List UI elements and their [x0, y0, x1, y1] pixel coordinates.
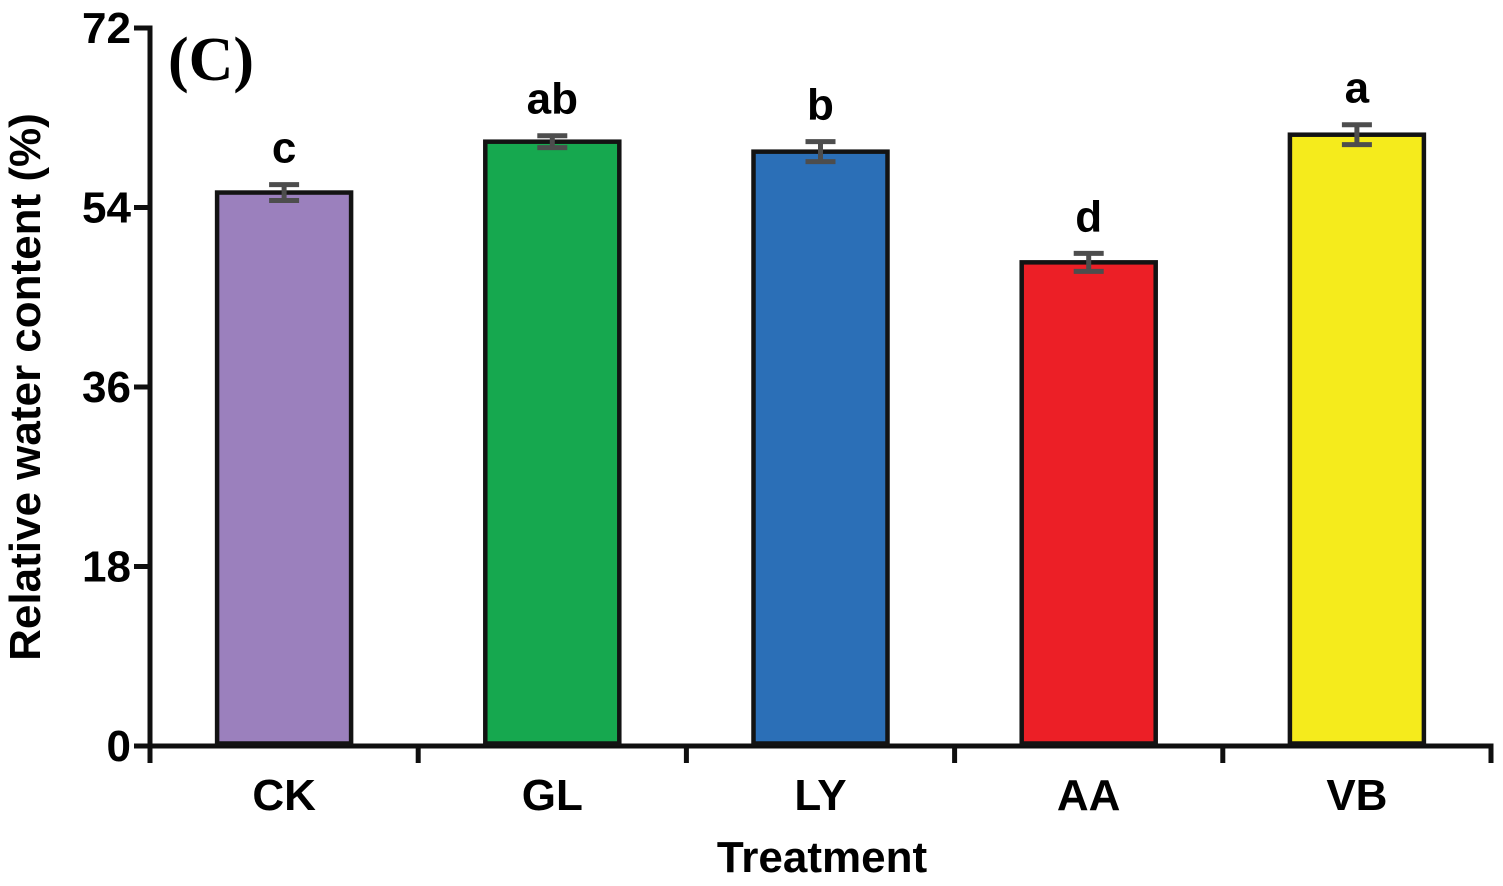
y-axis-title: Relative water content (%) [1, 113, 50, 661]
y-tick-label: 18 [82, 543, 131, 592]
bar-gl [483, 139, 622, 746]
y-tick-label: 0 [107, 722, 131, 771]
x-category-label-aa: AA [1057, 771, 1121, 820]
y-tick-label: 72 [82, 4, 131, 53]
x-category-label-gl: GL [522, 771, 583, 820]
bar-group-aa: d AA [1019, 192, 1158, 820]
sig-letter-ck: c [272, 124, 296, 173]
axes: 0 18 36 54 72 [82, 4, 1494, 771]
bar-group-gl: ab GL [483, 75, 622, 820]
x-category-label-ck: CK [252, 771, 316, 820]
bar-group-ly: b LY [751, 81, 890, 820]
bars: c CK ab GL b LY d AA a VB [214, 64, 1427, 820]
sig-letter-vb: a [1345, 64, 1370, 113]
bar-aa [1019, 260, 1158, 746]
sig-letter-aa: d [1075, 192, 1102, 241]
bar-ly [751, 149, 890, 746]
bar-ck [214, 190, 354, 746]
bar-group-ck: c CK [214, 124, 354, 820]
bar-group-vb: a VB [1287, 64, 1427, 820]
x-category-label-vb: VB [1326, 771, 1387, 820]
panel-label: (C) [168, 26, 254, 94]
y-tick-label: 36 [82, 363, 131, 412]
bar-vb [1287, 132, 1427, 746]
sig-letter-ly: b [807, 81, 834, 130]
y-tick-label: 54 [82, 184, 131, 233]
x-category-label-ly: LY [794, 771, 846, 820]
sig-letter-gl: ab [527, 75, 578, 124]
x-axis-title: Treatment [717, 833, 928, 882]
